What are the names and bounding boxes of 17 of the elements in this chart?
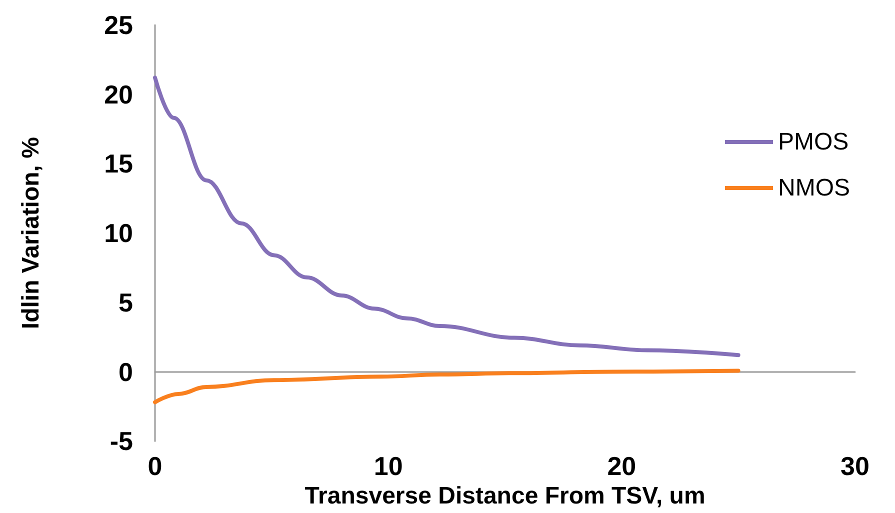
- line-series: [153, 76, 740, 358]
- x-axis-title: Transverse Distance From TSV, um: [304, 482, 706, 510]
- x-tick-label: 30: [840, 451, 870, 482]
- y-tick-label: 25: [104, 10, 133, 40]
- x-tick-label: 10: [374, 451, 403, 482]
- y-tick-label: -5: [110, 426, 133, 456]
- y-tick-label: 10: [104, 218, 133, 248]
- legend-label: NMOS: [778, 174, 850, 202]
- x-tick-label: 20: [607, 451, 636, 482]
- legend-label: PMOS: [778, 128, 849, 156]
- y-axis-title: Idlin Variation, %: [18, 137, 44, 330]
- y-tick-label: 0: [118, 356, 133, 387]
- y-tick-label: 20: [104, 79, 133, 110]
- line-series: [153, 368, 740, 404]
- x-tick-label: 0: [148, 451, 162, 482]
- y-tick-label: 15: [104, 148, 133, 179]
- y-tick-label: 5: [118, 287, 133, 318]
